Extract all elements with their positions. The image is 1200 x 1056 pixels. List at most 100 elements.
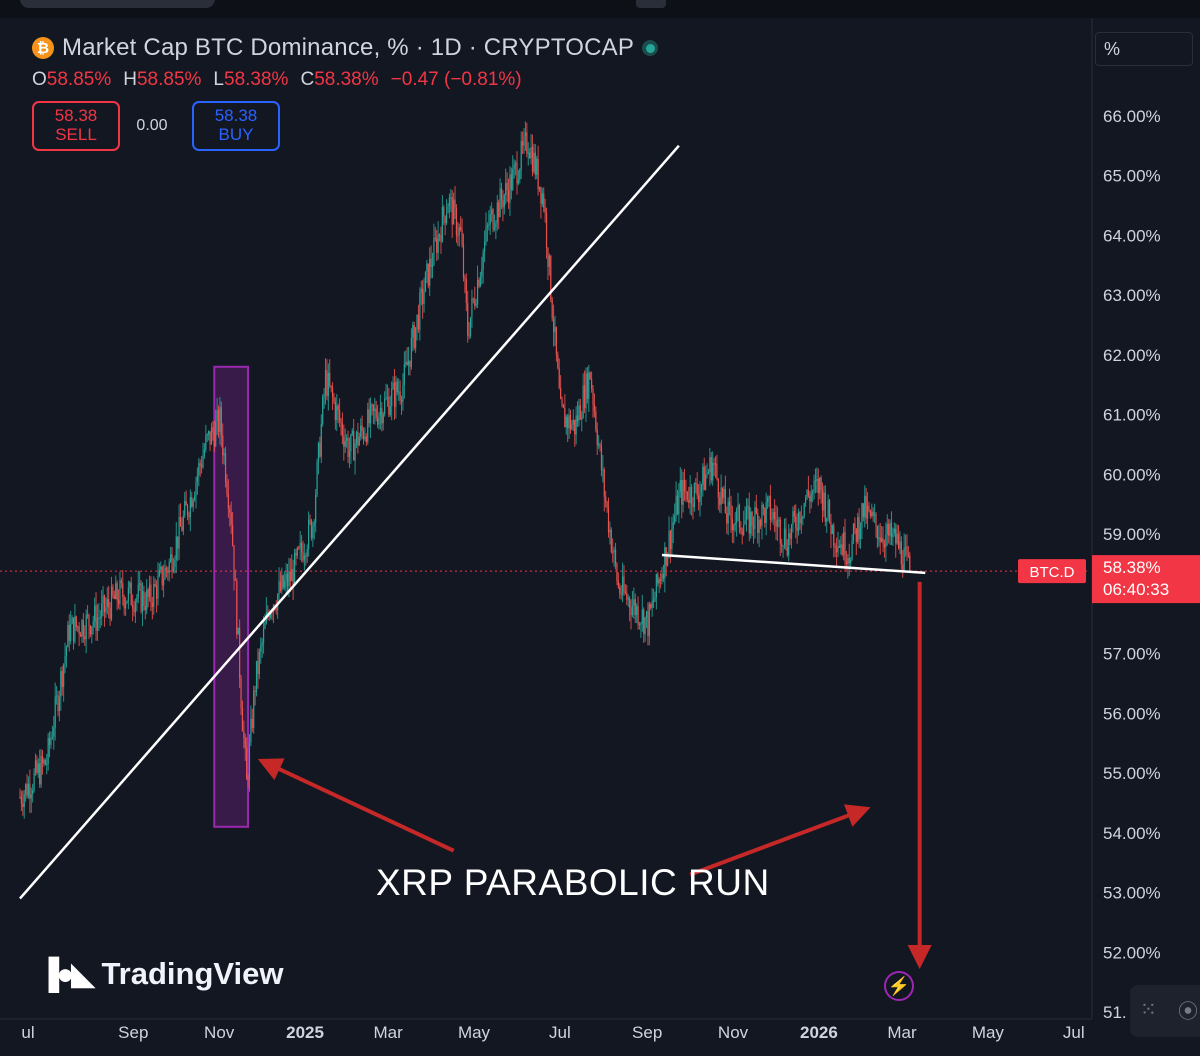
candle-body [61, 671, 63, 687]
candle-body [402, 385, 404, 403]
candle-body [230, 512, 232, 525]
candle-body [650, 604, 652, 608]
candle-body [229, 508, 231, 513]
candle-body [340, 420, 342, 423]
candle-body [796, 527, 798, 531]
candle-body [375, 408, 377, 419]
buy-label: BUY [218, 125, 254, 144]
candle-body [44, 759, 46, 765]
candle-body [669, 530, 672, 549]
candle-body [417, 314, 420, 330]
candle-body [303, 555, 305, 561]
candle-body [19, 796, 21, 798]
top-search-pill[interactable] [20, 0, 215, 8]
candle-body [786, 547, 788, 556]
candle-body [531, 146, 534, 172]
candle-body [889, 522, 891, 536]
candle-body [88, 614, 90, 626]
symbol-tag-label: BTC.D [1030, 564, 1075, 581]
candle-body [491, 209, 493, 215]
candle-body [23, 794, 25, 808]
candle-body [657, 573, 659, 584]
candle-body [638, 624, 641, 626]
candle-body [631, 605, 634, 616]
candle-body [185, 500, 187, 506]
candle-body [897, 533, 900, 549]
candle-body [119, 580, 121, 605]
trendline [19, 144, 680, 900]
candle-body [692, 503, 694, 508]
drawings-layer [0, 144, 1090, 970]
candle-body [41, 756, 44, 764]
candle-body [821, 489, 824, 511]
candle-body [96, 617, 99, 631]
chart-grid [0, 18, 1200, 1056]
sell-button[interactable]: 58.38 SELL [32, 101, 120, 151]
candle-body [429, 258, 431, 286]
candle-body [655, 573, 657, 598]
candle-body [99, 617, 101, 619]
candle-body [94, 605, 96, 622]
slider-icon[interactable]: ⦿ [1178, 1001, 1198, 1023]
candle-body [785, 528, 787, 548]
candle-body [727, 501, 729, 524]
candle-body [643, 609, 645, 634]
drag-handle-icon[interactable]: ⁙ [1140, 999, 1157, 1021]
candle-body [524, 132, 527, 137]
candle-body [854, 523, 856, 529]
candle-body [358, 436, 360, 446]
candle-body [316, 462, 318, 495]
candle-body [605, 496, 607, 503]
candle-body [476, 279, 479, 304]
candle-body [789, 533, 791, 539]
candle-body [422, 288, 424, 304]
candle-body [34, 760, 37, 773]
candle-body [409, 360, 411, 367]
scale-unit-selector[interactable]: % [1095, 32, 1193, 66]
candle-body [857, 517, 859, 542]
candle-body [199, 463, 201, 466]
candle-body [603, 469, 605, 497]
candle-body [378, 415, 380, 425]
candle-body [453, 199, 455, 225]
candle-body [74, 616, 76, 642]
candle-body [690, 486, 693, 504]
candle-body [403, 364, 405, 386]
candle-body [592, 388, 594, 405]
candle-body [124, 603, 127, 609]
candle-body [607, 507, 610, 533]
candle-body [172, 567, 175, 572]
x-tick-label: Sep [632, 1023, 662, 1042]
candle-body [351, 430, 353, 435]
candle-body [678, 491, 680, 515]
chart-settings-widget[interactable]: ⁙ ⦿ [1130, 985, 1200, 1037]
price-chart[interactable]: 66.00% 65.00% 64.00% 63.00% 62.00% 61.00% 60.0… [0, 18, 1200, 1056]
candle-body [95, 605, 97, 631]
chart-title[interactable]: Market Cap BTC Dominance, % · 1D · CRYPT… [62, 34, 635, 61]
candle-body [430, 258, 432, 268]
candle-body [613, 549, 615, 553]
candle-body [645, 611, 648, 618]
candle-body [182, 515, 184, 531]
candle-body [803, 503, 805, 517]
price-tag-countdown: 06:40:33 [1103, 580, 1169, 599]
candle-body [296, 547, 298, 556]
top-handle[interactable] [636, 0, 666, 8]
candle-body [209, 431, 211, 445]
candle-body [136, 597, 138, 603]
candle-body [216, 410, 218, 422]
candle-body [843, 532, 845, 555]
candle-body [510, 174, 512, 190]
candle-body [730, 504, 732, 519]
live-status-dot-icon [642, 40, 659, 56]
lightning-icon[interactable]: ⚡ [884, 971, 914, 1001]
candle-body [689, 486, 691, 503]
candle-body [624, 591, 626, 593]
buy-button[interactable]: 58.38 BUY [192, 101, 280, 151]
candle-body [393, 382, 396, 407]
candle-body [451, 197, 453, 225]
candle-body [693, 483, 695, 508]
candle-body [81, 620, 83, 637]
candle-body [109, 607, 111, 619]
candle-body [541, 193, 543, 204]
